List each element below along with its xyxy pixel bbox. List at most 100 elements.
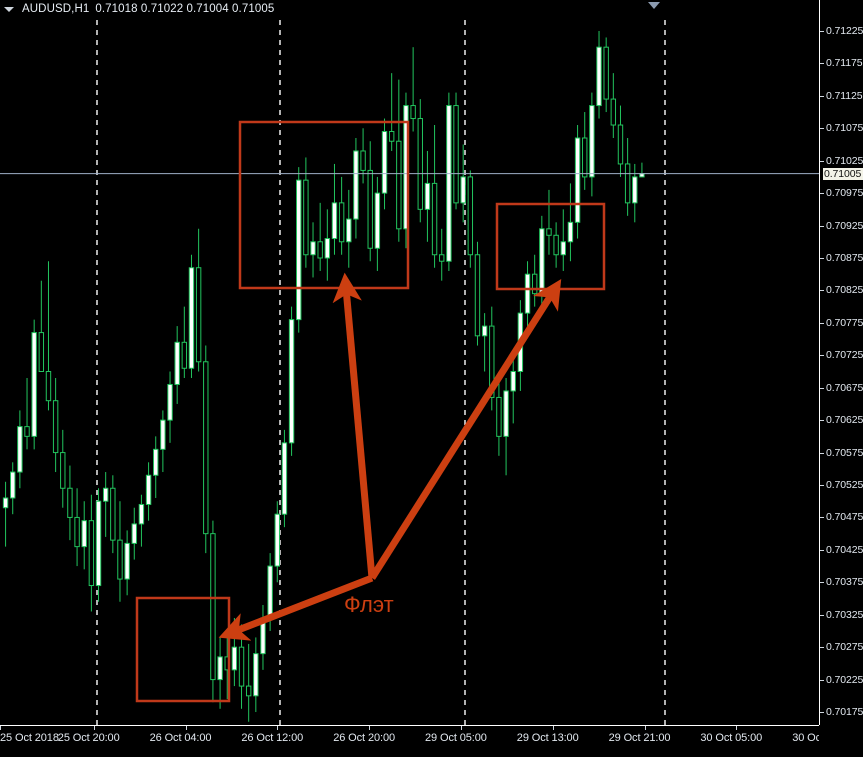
candle <box>624 137 631 216</box>
candle-body <box>195 267 202 363</box>
candle <box>67 465 73 541</box>
candle <box>396 79 402 242</box>
candle-body <box>253 653 259 697</box>
candle-body <box>38 332 45 373</box>
arrow-to-bottom-left-box <box>218 574 374 641</box>
candle <box>603 37 609 113</box>
candle <box>24 377 30 450</box>
candle <box>160 410 166 473</box>
candle <box>188 254 195 378</box>
candle-body <box>446 105 452 262</box>
price-tick <box>820 193 824 195</box>
candle-body <box>324 238 331 259</box>
time-axis[interactable]: 25 Oct 2018 25 Oct 20:00 26 Oct 04:00 26 Oc… <box>0 725 854 757</box>
chevron-down-icon[interactable] <box>4 6 14 12</box>
price-tick <box>820 355 824 357</box>
candle-body <box>496 396 502 437</box>
candle-body <box>353 150 359 220</box>
candle <box>617 105 624 177</box>
candle-body <box>117 539 123 580</box>
candle <box>303 157 309 268</box>
candle <box>17 410 23 489</box>
candle-body <box>424 182 431 210</box>
current-price-label: 0.71005 <box>823 167 863 180</box>
candle-body <box>81 520 87 548</box>
candle <box>195 228 202 372</box>
candle-body <box>574 137 581 223</box>
price-label: 0.70675 <box>826 381 863 394</box>
candle-body <box>10 471 16 499</box>
time-label: 29 Oct 05:00 <box>425 732 487 744</box>
candle-body <box>524 273 531 314</box>
time-label: 25 Oct 20:00 <box>57 732 120 744</box>
arrow-to-right-box <box>369 278 562 580</box>
candle-body <box>274 513 280 567</box>
candle-body <box>360 150 366 171</box>
axis-corner <box>819 725 863 757</box>
candle <box>424 150 431 242</box>
price-label: 0.70275 <box>826 641 863 654</box>
time-label: 25 Oct 2018 <box>0 732 59 744</box>
candle <box>31 319 37 450</box>
time-tick <box>736 726 738 730</box>
candle-body <box>74 516 80 548</box>
candle <box>632 163 638 223</box>
candle-body <box>238 646 245 687</box>
candle <box>582 112 588 190</box>
price-label: 0.70575 <box>826 446 863 459</box>
candle-body <box>589 105 595 178</box>
candle-body <box>95 500 102 587</box>
candle-body <box>596 46 602 107</box>
candle-body <box>603 46 609 100</box>
arrow-to-top-box <box>332 272 376 579</box>
symbol-label: AUDUSD,H1 <box>22 3 90 15</box>
price-tick <box>820 128 824 130</box>
candle <box>153 436 159 498</box>
price-tick <box>820 30 824 32</box>
candle <box>439 228 445 281</box>
candlestick-svg: Флэт <box>0 18 819 725</box>
candle-body <box>453 105 459 204</box>
candle <box>203 345 209 554</box>
price-tick <box>820 420 824 422</box>
triangle-down-marker-icon <box>648 2 660 9</box>
candle <box>217 637 223 709</box>
price-label: 0.70425 <box>826 543 863 556</box>
price-tick <box>820 225 824 227</box>
price-label: 0.70525 <box>826 479 863 491</box>
candle-body <box>102 487 109 502</box>
price-label: 0.71175 <box>826 57 863 70</box>
candle <box>431 125 438 268</box>
candle-body <box>45 371 52 402</box>
candle <box>546 189 552 255</box>
candle <box>446 92 452 271</box>
flat-range-bottom-left <box>135 596 231 703</box>
candle-body <box>582 137 588 178</box>
price-tick <box>820 582 824 584</box>
candle-body <box>167 383 173 421</box>
price-label: 0.71125 <box>826 89 863 102</box>
candle-body <box>567 221 574 243</box>
candle-body <box>474 254 481 337</box>
candle <box>381 118 388 210</box>
candle-body <box>2 497 9 509</box>
candle <box>102 472 109 537</box>
candle-body <box>617 124 624 165</box>
price-label: 0.70975 <box>826 187 863 200</box>
candle <box>453 92 459 210</box>
chart-plot-area[interactable]: Флэт <box>0 18 819 725</box>
time-tick <box>369 726 371 730</box>
candle-body <box>110 487 116 541</box>
price-tick <box>820 679 824 681</box>
price-axis[interactable]: 0.71225 0.71175 0.71125 0.71075 0.71025 0.709… <box>819 0 863 725</box>
candle <box>145 462 152 521</box>
candle <box>317 202 323 271</box>
candle-body <box>52 400 59 454</box>
candle <box>531 254 538 307</box>
price-label: 0.71075 <box>826 122 863 135</box>
candle <box>110 475 116 554</box>
price-label: 0.70825 <box>826 284 863 297</box>
candle-body <box>138 503 145 525</box>
flat-range-top <box>238 120 410 290</box>
candle <box>45 261 52 411</box>
